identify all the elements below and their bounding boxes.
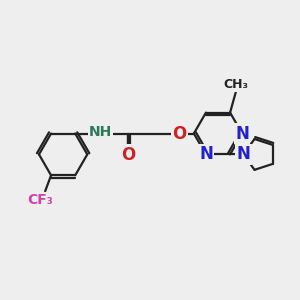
Text: N: N [199, 146, 213, 164]
Text: O: O [172, 124, 187, 142]
Text: CH₃: CH₃ [224, 78, 248, 92]
Text: N: N [236, 146, 250, 164]
Text: NH: NH [88, 125, 112, 139]
Text: CF₃: CF₃ [27, 193, 53, 207]
Text: O: O [121, 146, 135, 164]
Text: N: N [235, 124, 249, 142]
